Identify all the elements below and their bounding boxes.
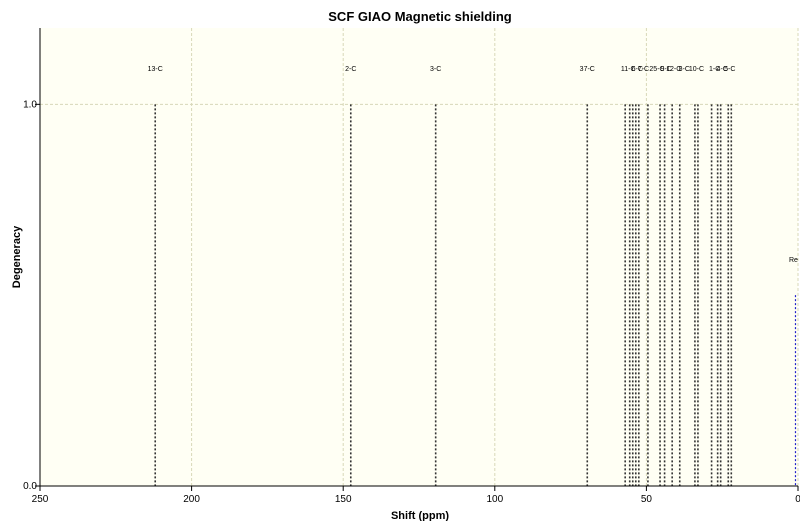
plot-area bbox=[40, 28, 798, 486]
peak-label: 9-C bbox=[660, 66, 671, 73]
x-ticks: 250 200 150 100 50 0 bbox=[32, 486, 800, 505]
x-tick-label: 50 bbox=[641, 494, 653, 505]
y-ticks: 0.0 1.0 bbox=[23, 99, 40, 492]
y-tick-label: 0.0 bbox=[23, 481, 37, 492]
x-tick-label: 250 bbox=[32, 494, 49, 505]
chart-title: SCF GIAO Magnetic shielding bbox=[328, 9, 512, 24]
peak-label: 8-C bbox=[679, 66, 690, 73]
x-tick-label: 100 bbox=[486, 494, 503, 505]
peak-label: 1-C bbox=[709, 66, 720, 73]
peak-label: 13-C bbox=[148, 66, 163, 73]
peak-labels: 13-C 2-C 3-C 37-C 11-C6-C7-C 25-C9-C12-C8-C10… bbox=[148, 66, 798, 264]
peak-label: 3-C bbox=[430, 66, 441, 73]
peak-label: 4-C bbox=[717, 66, 728, 73]
peak-label: 7-C bbox=[638, 66, 649, 73]
peak-label: 37-C bbox=[580, 66, 595, 73]
x-tick-label: 200 bbox=[183, 494, 200, 505]
peak-label: 10-C bbox=[689, 66, 704, 73]
peak-label: 11-C bbox=[621, 66, 636, 73]
peak-label: 5-C bbox=[724, 66, 735, 73]
x-tick-label: 150 bbox=[335, 494, 352, 505]
reference-label: Re bbox=[789, 257, 798, 264]
peak-label: 6-C bbox=[632, 66, 643, 73]
peak-label: 25-C bbox=[649, 66, 664, 73]
x-axis-title: Shift (ppm) bbox=[391, 510, 449, 521]
peak-label: 12-C bbox=[666, 66, 681, 73]
y-tick-label: 1.0 bbox=[23, 99, 37, 110]
peak-label: 2-C bbox=[345, 66, 356, 73]
x-tick-label: 0 bbox=[795, 494, 800, 505]
y-axis-title: Degeneracy bbox=[11, 225, 23, 288]
